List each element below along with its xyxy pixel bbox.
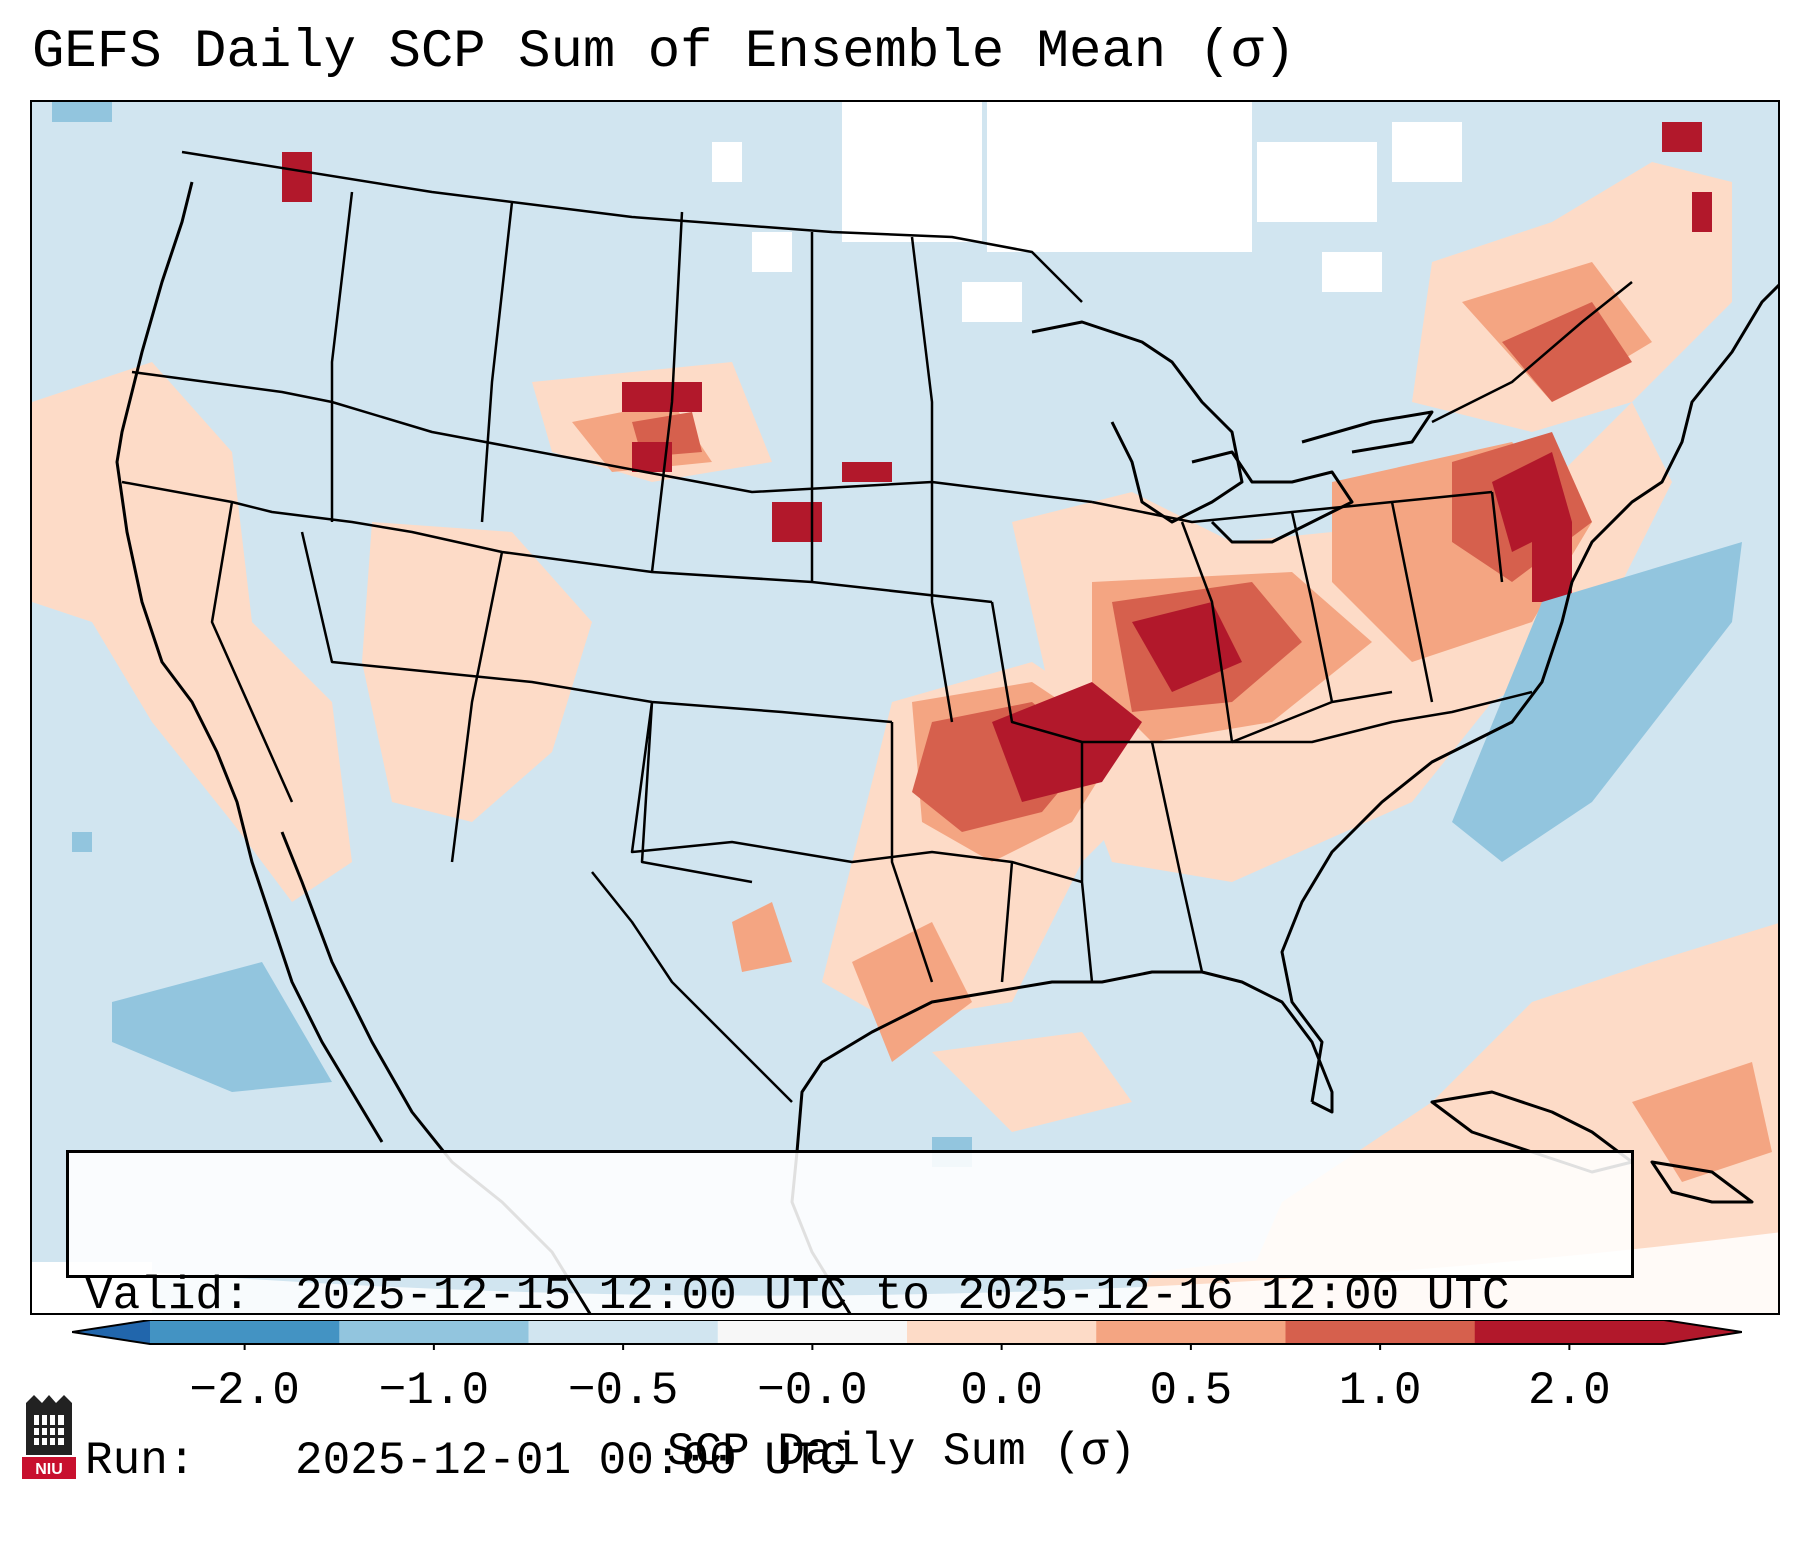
logo-text: NIU xyxy=(35,1461,63,1478)
logo-badge xyxy=(22,1457,76,1479)
colorbar-bin xyxy=(339,1320,529,1344)
colorbar-bin xyxy=(1474,1320,1665,1344)
niu-logo: NIU xyxy=(22,1395,76,1479)
run-label: Run: xyxy=(85,1435,196,1487)
colorbar-outline xyxy=(72,1320,1742,1345)
run-value: 2025-12-01 00:00 UTC xyxy=(295,1435,848,1487)
run-line: Run: 2025-12-01 00:00 UTC xyxy=(85,1434,1631,1489)
colorbar-tick-label: −0.5 xyxy=(567,1365,679,1417)
map-panel[interactable] xyxy=(30,100,1780,1315)
colorbar-bin xyxy=(907,1320,1097,1344)
scp-map xyxy=(32,102,1778,1313)
colorbar-tick-label: −2.0 xyxy=(189,1365,300,1417)
colorbar-bin xyxy=(1285,1320,1476,1344)
colorbar-tick-label: 1.0 xyxy=(1338,1365,1422,1417)
info-box: Valid: 2025-12-15 12:00 UTC to 2025-12-16… xyxy=(66,1150,1634,1487)
valid-value: 2025-12-15 12:00 UTC to 2025-12-16 12:00… xyxy=(295,1270,1510,1322)
valid-label: Valid: xyxy=(85,1270,251,1322)
colorbar-tick-label: 2.0 xyxy=(1527,1365,1611,1417)
colorbar-tick-label: −1.0 xyxy=(378,1365,490,1417)
valid-line: Valid: 2025-12-15 12:00 UTC to 2025-12-16… xyxy=(85,1269,1631,1324)
colorbar-tick-label: 0.0 xyxy=(960,1365,1044,1417)
colorbar-bin xyxy=(1096,1320,1286,1344)
state-borders xyxy=(121,150,1633,1103)
colorbar-extend-low xyxy=(72,1320,150,1344)
colorbar-label: SCP Daily Sum (σ) xyxy=(666,1426,1137,1478)
negative-field xyxy=(52,102,1742,1167)
colorbar xyxy=(72,1320,1742,1350)
colorbar-bin xyxy=(150,1320,340,1344)
projection-edge xyxy=(32,1232,1778,1313)
map-title: GEFS Daily SCP Sum of Ensemble Mean (σ) xyxy=(32,22,1296,83)
colorbar-bin xyxy=(528,1320,719,1344)
colorbar-bin xyxy=(717,1320,908,1344)
colorbar-tick-label: 0.5 xyxy=(1149,1365,1233,1417)
colorbar-tick-label: −0.0 xyxy=(757,1365,868,1417)
colorbar-extend-high xyxy=(1664,1320,1742,1344)
